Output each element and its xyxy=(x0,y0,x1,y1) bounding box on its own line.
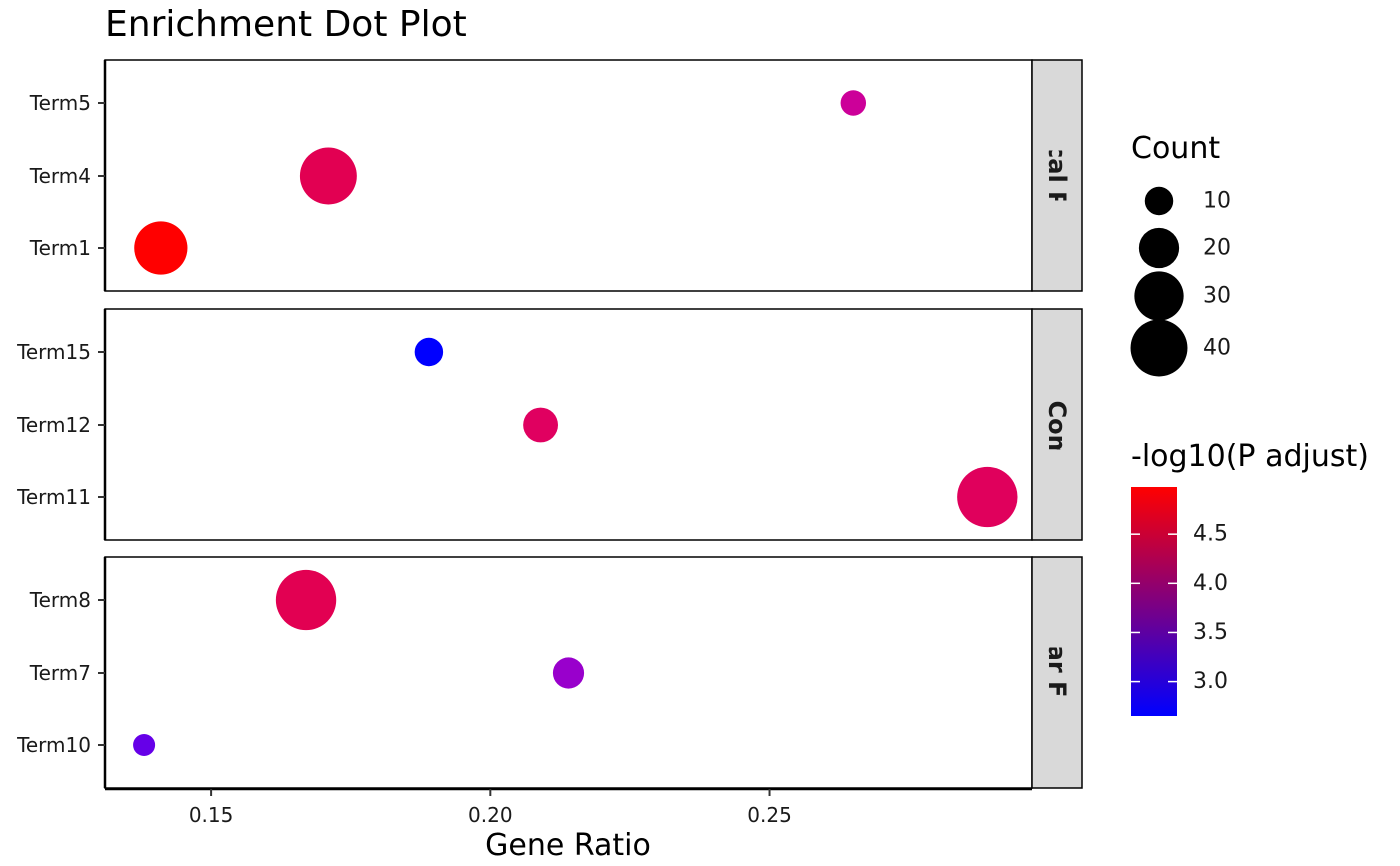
size-legend-label: 10 xyxy=(1203,189,1231,214)
dot-term15 xyxy=(414,337,444,367)
y-tick-label: Term7 xyxy=(29,661,91,685)
y-tick-label: Term4 xyxy=(29,164,91,188)
x-tick-label: 0.15 xyxy=(189,803,234,827)
facet-strip xyxy=(1031,308,1083,541)
chart-title: Enrichment Dot Plot xyxy=(105,4,467,45)
size-legend: Count 10 20 30 40 xyxy=(1130,131,1231,377)
x-tick-label: 0.20 xyxy=(468,803,513,827)
color-legend: -log10(P adjust) 3.0 3.5 4.0 4.5 xyxy=(1131,439,1369,716)
facet-panels: iological Proces Term5 Term4 Term1 llular Co… xyxy=(16,59,1083,789)
y-tick-label: Term15 xyxy=(16,340,91,364)
x-tick-label: 0.25 xyxy=(747,803,792,827)
dot-term10 xyxy=(133,733,156,757)
facet-panel-3: olecular Functio Term8 Term7 Term10 xyxy=(16,556,1083,789)
facet-strip-label: llular Compone xyxy=(1043,322,1071,526)
color-legend-label: 3.0 xyxy=(1193,669,1228,694)
y-tick-label: Term12 xyxy=(16,413,91,437)
dot-term11 xyxy=(957,466,1018,528)
x-axis: 0.15 0.20 0.25 xyxy=(105,787,1032,827)
panel-border xyxy=(104,308,1033,541)
size-legend-label: 40 xyxy=(1203,336,1231,361)
facet-panel-2: llular Compone Term15 Term12 Term11 xyxy=(16,308,1083,541)
dot-term4 xyxy=(299,147,357,205)
color-legend-label: 3.5 xyxy=(1193,620,1228,645)
y-tick-label: Term1 xyxy=(29,236,91,260)
y-tick-label: Term10 xyxy=(16,733,91,757)
panel-border xyxy=(104,59,1033,292)
size-legend-label: 30 xyxy=(1203,284,1231,309)
dot-term7 xyxy=(552,657,585,689)
y-tick-label: Term8 xyxy=(29,588,91,612)
size-legend-key xyxy=(1134,271,1184,321)
dot-term12 xyxy=(523,407,559,443)
dot-term8 xyxy=(275,569,337,631)
y-tick-label: Term11 xyxy=(16,485,91,509)
color-bar xyxy=(1131,487,1177,716)
facet-strip-label: olecular Functio xyxy=(1043,564,1071,781)
dot-term5 xyxy=(840,90,867,116)
facet-strip-label: iological Proces xyxy=(1043,69,1071,282)
size-legend-key xyxy=(1144,186,1174,216)
size-legend-key xyxy=(1130,319,1188,377)
y-tick-label: Term5 xyxy=(29,91,91,115)
dot-term1 xyxy=(134,221,188,275)
size-legend-label: 20 xyxy=(1203,236,1231,261)
facet-strip xyxy=(1031,59,1083,292)
size-legend-title: Count xyxy=(1131,131,1220,166)
color-legend-label: 4.0 xyxy=(1193,571,1228,596)
color-legend-title: -log10(P adjust) xyxy=(1131,439,1369,474)
color-legend-label: 4.5 xyxy=(1193,522,1228,547)
facet-panel-1: iological Proces Term5 Term4 Term1 xyxy=(29,59,1083,292)
size-legend-key xyxy=(1138,227,1180,269)
facet-strip xyxy=(1031,556,1083,789)
x-axis-label: Gene Ratio xyxy=(485,828,651,863)
